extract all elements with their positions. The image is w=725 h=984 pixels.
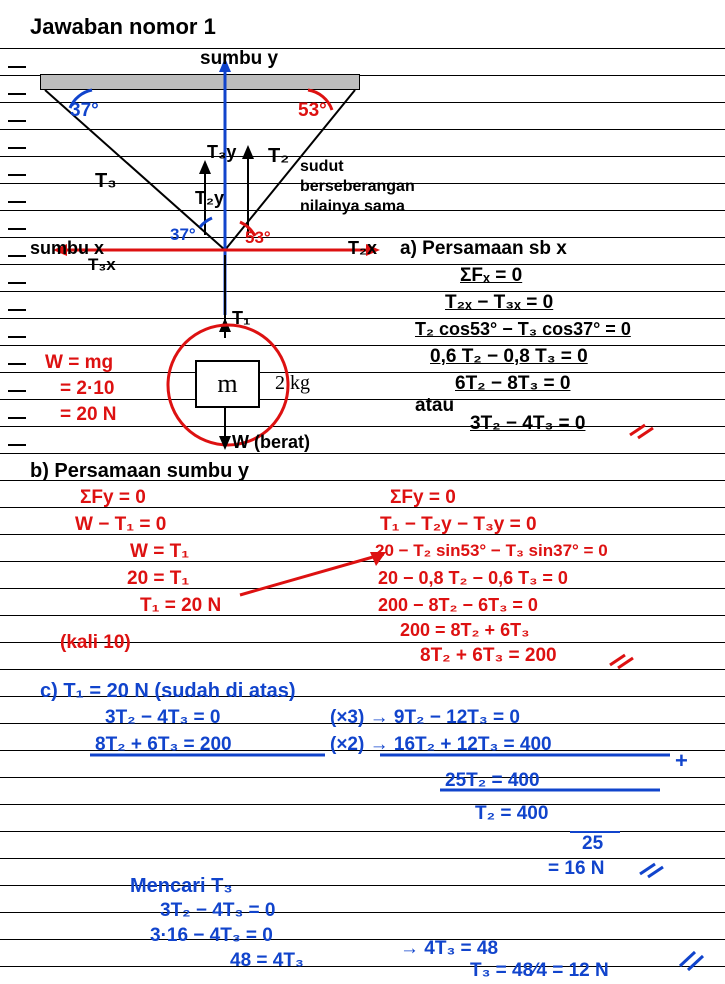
partA-eq6: 3T₂ − 4T₃ = 0 [470,413,585,435]
partA-atau: atau [415,395,454,417]
pb-r2: T₁ − T₂y − T₃y = 0 [380,514,537,536]
label-t3y: T₃y [207,142,236,163]
pc-sum3: = 16 N [548,858,605,880]
pb-r1: ΣFy = 0 [390,487,456,509]
label-t3x: T₃x [88,255,116,275]
pb-l1: ΣFy = 0 [80,487,146,509]
pb-r6: 200 = 8T₂ + 6T₃ [400,620,529,641]
pc-m3: 48 = 4T₃ [230,950,304,972]
note-berseb: berseberangan [300,178,415,196]
note-nilai: nilainya sama [300,198,405,216]
pb-r7: 8T₂ + 6T₃ = 200 [420,645,557,667]
pc-sum2: T₂ = 400 [475,803,548,825]
pb-kali: (kali 10) [60,632,131,654]
label-sumbu-y: sumbu y [200,48,278,70]
label-inner-37: 37° [170,225,196,245]
label-angle-53: 53° [298,100,327,122]
pb-r4: 20 − 0,8 T₂ − 0,6 T₃ = 0 [378,568,568,589]
ceiling-bar [40,74,360,90]
wcalc-1: W = mg [45,352,113,374]
partB-title: b) Persamaan sumbu y [30,460,249,483]
pc-m4: → 4T₃ = 48 [400,938,498,960]
pb-l4: 20 = T₁ [127,568,189,590]
label-w: W (berat) [232,432,310,453]
page-title: Jawaban nomor 1 [30,14,216,40]
partC-title: c) T₁ = 20 N (sudah di atas) [40,680,296,703]
pc-r2b: (×2) → 16T₂ + 12T₃ = 400 [330,734,552,756]
label-t2x: T₂x [348,238,377,259]
pc-sum1: 25T₂ = 400 [445,770,540,792]
partA-title: a) Persamaan sb x [400,238,567,260]
partA-eq1: ΣFₓ = 0 [460,265,522,287]
pc-m5: T₃ = 48⁄4 = 12 N [470,960,609,982]
pb-l5: T₁ = 20 N [140,595,221,617]
pb-r5: 200 − 8T₂ − 6T₃ = 0 [378,595,538,616]
label-2kg: 2 kg [275,372,310,395]
mass-box: m [195,360,260,408]
pc-r1a: 3T₂ − 4T₃ = 0 [105,707,220,729]
pc-r2a: 8T₂ + 6T₃ = 200 [95,734,232,756]
label-t1: T₁ [232,308,250,329]
partA-eq5: 6T₂ − 8T₃ = 0 [455,373,570,395]
partA-eq3: T₂ cos53° − T₃ cos37° = 0 [415,319,631,340]
label-t3: T₃ [95,170,116,193]
pb-l2: W − T₁ = 0 [75,514,166,536]
mass-label: m [217,369,237,399]
pc-mencari: Mencari T₃ [130,875,233,898]
pc-r1b: (×3) → 9T₂ − 12T₃ = 0 [330,707,520,729]
partA-eq2: T₂ₓ − T₃ₓ = 0 [445,292,553,314]
notebook-paper: Jawaban nomor 1 [0,0,725,984]
pb-l3: W = T₁ [130,541,189,563]
note-sudut: sudut [300,158,344,176]
label-t2: T₂ [268,145,289,168]
pc-m2: 3·16 − 4T₃ = 0 [150,925,273,947]
pc-plus: + [675,748,688,774]
wcalc-3: = 20 N [60,404,117,426]
pc-sum2b: 25 [582,833,603,855]
pc-m1: 3T₂ − 4T₃ = 0 [160,900,275,922]
label-angle-37: 37° [70,100,99,122]
label-t2y: T₂y [195,188,224,209]
pb-r3: 20 − T₂ sin53° − T₃ sin37° = 0 [375,541,608,561]
partA-eq4: 0,6 T₂ − 0,8 T₃ = 0 [430,346,588,368]
wcalc-2: = 2·10 [60,378,114,400]
label-inner-53: 53° [245,228,271,248]
